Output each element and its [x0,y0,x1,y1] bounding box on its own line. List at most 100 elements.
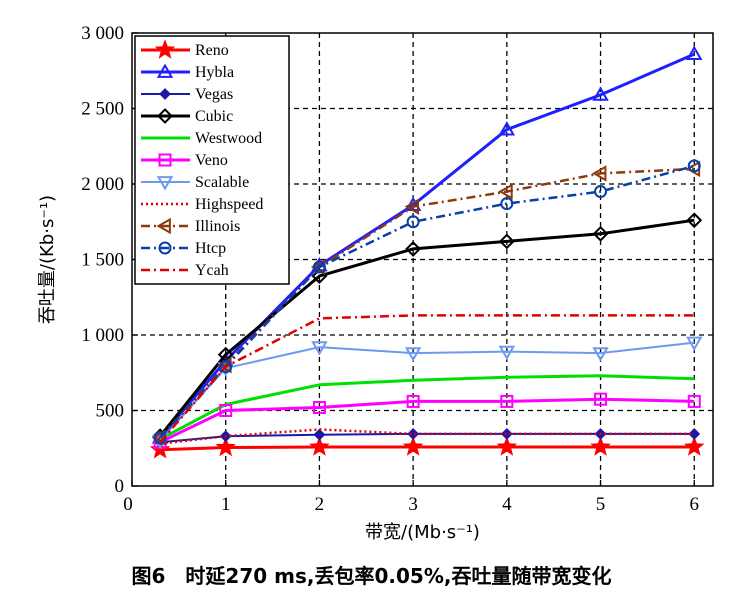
legend-entry: Ycah [141,262,229,279]
legend-entry: Htcp [141,240,226,257]
data-point-veno [594,392,608,406]
legend-entry: Highspeed [141,196,263,213]
data-point-scalable [592,347,609,362]
y-tick-label: 1 000 [81,325,124,346]
data-point-veno [500,394,514,408]
legend-label: Westwood [195,130,262,147]
legend: Reno Hybla Vegas Cubic Westwood Veno Scalable H… [134,35,290,285]
data-point-htcp [219,360,233,374]
data-point-reno [402,436,424,456]
data-point-vegas [500,427,513,440]
legend-label: Highspeed [195,196,263,213]
legend-label: Cubic [195,108,233,125]
data-point-htcp [500,197,514,211]
data-point-illinois [498,183,513,200]
data-point-veno [406,394,420,408]
y-tick-label: 0 [115,476,125,497]
legend-entry: Veno [141,152,228,169]
legend-marker [157,108,173,124]
data-point-hybla [498,121,516,136]
series-line-cubic [158,218,695,438]
legend-entry: Illinois [141,217,240,235]
legend-marker [156,217,171,235]
legend-label: Vegas [195,86,233,103]
data-point-scalable [311,341,328,356]
legend-entry: Scalable [141,174,249,191]
data-point-reno [496,436,518,456]
series-line-veno [159,397,695,444]
data-point-reno [590,436,611,456]
data-point-vegas [688,427,701,440]
axis-ticks: 0 1 2 3 4 5 6 0 500 1 000 1 500 2 000 2 500 3 000 [81,23,699,515]
throughput-chart: 0 1 2 3 4 5 6 0 500 1 000 1 500 2 000 2 500 3 000 Ren… [37,23,714,543]
x-tick-label: 6 [690,494,700,515]
data-point-scalable [686,336,703,352]
x-tick-label: 4 [502,494,512,515]
legend-entry: Hybla [141,63,234,81]
data-point-cubic [686,212,703,229]
data-point-cubic [498,233,515,250]
data-point-illinois [592,165,607,182]
series-line-westwood [159,374,695,441]
series-westwood [159,374,695,441]
legend-entry: Westwood [141,130,262,147]
y-tick-label: 1 500 [81,250,124,271]
y-tick-label: 2 000 [81,174,124,195]
series-line-scalable [159,341,695,442]
legend-marker [158,153,172,167]
y-tick-label: 3 000 [81,23,124,44]
data-point-cubic [405,241,422,257]
data-point-cubic [592,225,609,242]
data-point-htcp [406,215,420,229]
legend-label: Ycah [195,262,229,279]
x-axis-label: 带宽/(Mb·s⁻¹) [365,522,480,543]
legend-label: Reno [195,42,229,59]
series-reno [149,436,705,459]
data-point-hybla [686,45,703,61]
legend-marker [159,88,171,100]
x-tick-label: 5 [596,494,606,515]
series-veno [153,392,701,449]
data-point-scalable [404,347,422,362]
data-point-veno [687,394,701,408]
series-line-reno [160,445,695,452]
data-point-veno [219,404,233,417]
series-scalable [151,336,703,450]
data-point-scalable [498,345,516,361]
x-tick-label: 1 [221,494,231,515]
series-highspeed [159,428,695,445]
legend-entry: Vegas [141,86,233,103]
legend-label: Hybla [195,64,234,81]
legend-marker [156,63,174,78]
data-point-illinois [404,198,420,215]
data-point-hybla [592,86,609,101]
legend-entry: Cubic [141,108,233,125]
legend-label: Htcp [195,240,226,257]
x-tick-label: 0 [123,494,133,515]
series-ycah [159,314,695,444]
legend-marker [154,39,176,59]
data-point-reno [309,436,330,456]
series-line-ycah [159,314,695,444]
x-tick-label: 2 [315,494,325,515]
legend-marker [158,241,172,255]
data-point-reno [215,436,236,457]
data-point-htcp [687,159,701,173]
y-tick-label: 2 500 [81,99,124,120]
y-tick-label: 500 [96,401,125,422]
legend-label: Scalable [195,174,249,191]
data-point-htcp [594,185,608,199]
legend-label: Veno [195,152,228,169]
data-point-vegas [313,428,326,441]
series-line-highspeed [159,428,695,445]
x-tick-label: 3 [408,494,418,515]
figure-caption: 图6 时延270 ms,丢包率0.05%,吞吐量随带宽变化 [131,564,612,588]
legend-entry: Reno [141,39,229,59]
data-point-veno [312,400,326,414]
y-axis-label: 吞吐量/(Kb·s⁻¹) [37,195,58,324]
legend-label: Illinois [195,218,240,235]
series-lines [149,45,705,459]
series-vegas [154,427,701,449]
data-point-vegas [407,427,420,440]
data-point-reno [683,436,705,456]
